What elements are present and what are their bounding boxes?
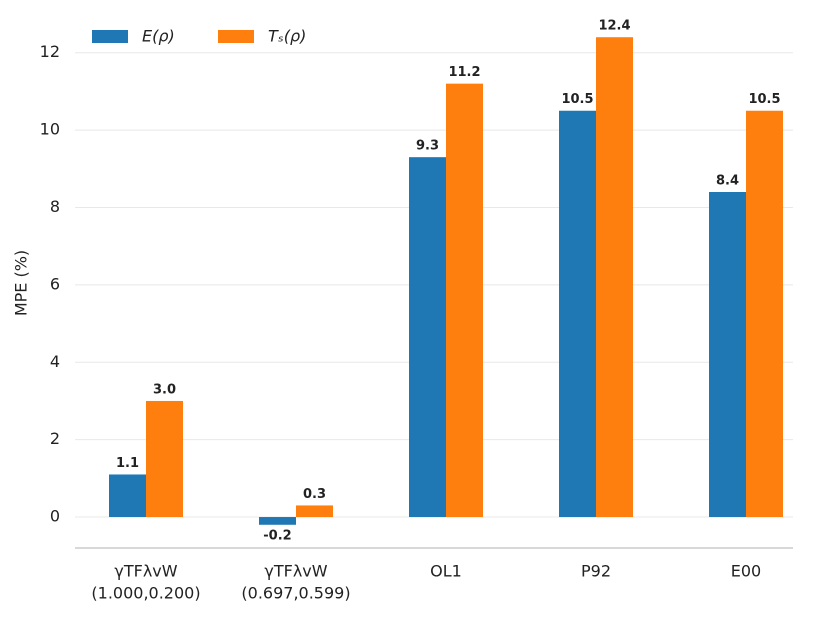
- value-label: 9.3: [416, 139, 439, 154]
- x-tick-label: γTFλvW: [114, 562, 177, 581]
- x-tick-label: OL1: [430, 562, 462, 581]
- y-tick-label: 0: [50, 507, 60, 526]
- value-label: -0.2: [263, 528, 291, 543]
- x-tick-label: (0.697,0.599): [241, 584, 350, 603]
- y-tick-label: 6: [50, 274, 60, 293]
- x-tick-label: γTFλvW: [264, 562, 327, 581]
- bar: [596, 37, 633, 518]
- legend-swatch: [218, 30, 254, 43]
- value-label: 10.5: [561, 92, 593, 107]
- bar: [709, 192, 746, 518]
- value-label: 11.2: [448, 65, 480, 80]
- legend-swatch: [92, 30, 128, 43]
- value-label: 3.0: [153, 382, 176, 397]
- bar: [146, 400, 183, 518]
- x-tick-label: E00: [731, 562, 761, 581]
- x-tick-label: (1.000,0.200): [91, 584, 200, 603]
- y-tick-label: 12: [40, 42, 60, 61]
- value-label: 1.1: [116, 456, 139, 471]
- bar: [109, 474, 146, 518]
- legend-label: Tₛ(ρ): [268, 27, 306, 46]
- bar: [446, 83, 483, 518]
- value-label: 0.3: [303, 487, 326, 502]
- y-tick-label: 2: [50, 429, 60, 448]
- y-tick-label: 10: [40, 120, 60, 139]
- bar: [259, 517, 296, 525]
- value-label: 12.4: [598, 19, 630, 34]
- y-tick-label: 8: [50, 197, 60, 216]
- value-label: 10.5: [748, 92, 780, 107]
- value-label: 8.4: [716, 174, 739, 189]
- x-tick-label: P92: [581, 562, 611, 581]
- y-tick-label: 4: [50, 352, 60, 371]
- bar: [746, 110, 783, 518]
- legend-label: E(ρ): [142, 27, 175, 46]
- bar: [409, 157, 446, 518]
- bar: [296, 505, 333, 518]
- y-axis-label: MPE (%): [12, 250, 31, 316]
- bar: [559, 110, 596, 518]
